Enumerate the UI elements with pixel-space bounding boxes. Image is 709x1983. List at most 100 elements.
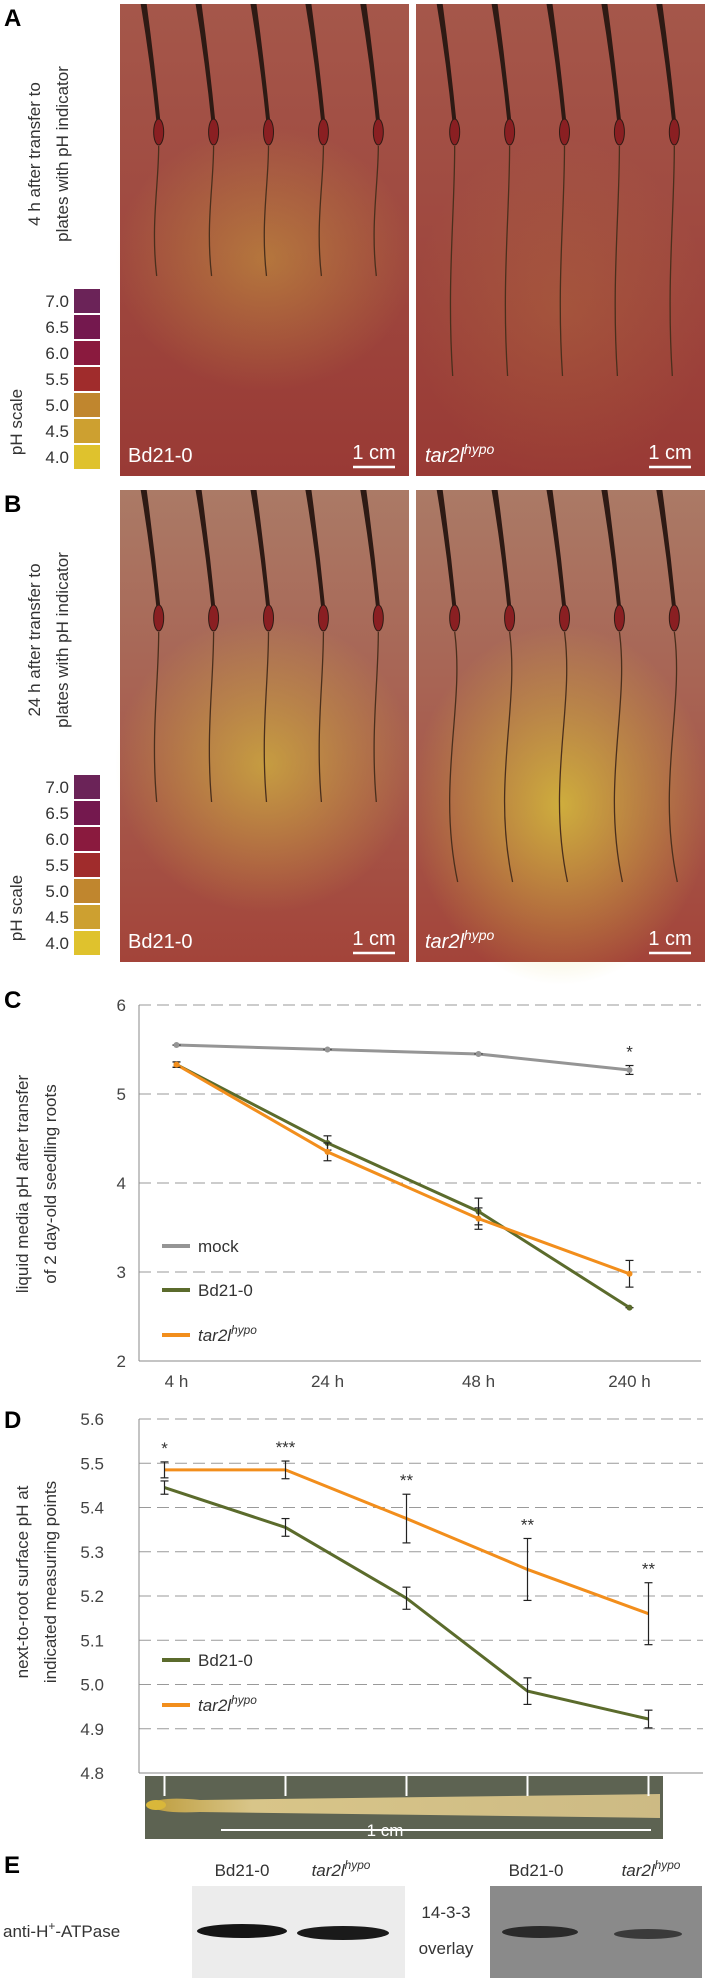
data-point [626, 1270, 633, 1277]
ph-swatch [74, 419, 100, 443]
genotype-label-part: hypo [464, 441, 495, 457]
ph-swatch [74, 315, 100, 339]
seed [613, 118, 625, 146]
seed [449, 118, 461, 146]
x-tick-label: 24 h [311, 1372, 344, 1391]
lane-label: Bd21-0 [215, 1861, 270, 1880]
lane-label-part: tar2l [312, 1861, 346, 1880]
seed [208, 118, 220, 146]
leaf [546, 490, 567, 610]
seed [317, 604, 329, 632]
panel-caption: 24 h after transfer to [25, 563, 44, 716]
y-tick-label: 6 [117, 996, 126, 1015]
leaf [436, 490, 457, 610]
ph-label: 4.0 [45, 448, 69, 467]
leaf [195, 4, 216, 124]
legend-label: mock [198, 1237, 239, 1256]
legend-label: tar2lhypo [198, 1693, 257, 1715]
seed [559, 118, 570, 146]
ph-label: 7.0 [45, 778, 69, 797]
seed [372, 604, 384, 632]
blot-row-label-part: + [48, 1919, 55, 1933]
legend-label-part: hypo [231, 1693, 257, 1707]
y-axis-label: indicated measuring points [41, 1481, 60, 1683]
ph-label: 4.5 [45, 422, 69, 441]
root [558, 631, 569, 883]
y-tick-label: 5.2 [80, 1587, 104, 1606]
photo-panel: A 4 h after transfer to plates with pH ind… [4, 4, 709, 481]
leaf [140, 490, 161, 610]
legend-label-part: Bd21-0 [198, 1651, 253, 1670]
root [504, 145, 511, 377]
genotype-label-part: tar2l [425, 445, 464, 467]
leaf [250, 4, 271, 124]
significance: *** [276, 1438, 296, 1457]
series-line [175, 1063, 631, 1309]
x-tick-label: 4 h [165, 1372, 189, 1391]
ph-swatch [74, 801, 100, 825]
scale-bar-label: 1 cm [352, 928, 395, 950]
leaf [360, 4, 381, 124]
legend-label-part: Bd21-0 [198, 1281, 253, 1300]
root [153, 145, 160, 277]
error-bar [160, 1461, 169, 1479]
seed [613, 604, 625, 632]
lane-label-part: hypo [345, 1858, 371, 1872]
seed [504, 118, 516, 146]
significance: * [626, 1043, 633, 1062]
seed [317, 118, 329, 146]
blot-row-label: anti-H+-ATPase [3, 1919, 120, 1941]
data-point [475, 1215, 482, 1222]
legend-label-part: mock [198, 1237, 239, 1256]
genotype-label-part: hypo [464, 927, 495, 943]
root-shape [150, 1794, 660, 1818]
significance: ** [400, 1471, 414, 1490]
genotype-label: tar2lhypo [425, 441, 494, 467]
blot-row-label-part: -ATPase [55, 1922, 120, 1941]
ph-swatch [74, 367, 100, 391]
seed [449, 604, 461, 632]
panel-letter: B [4, 491, 21, 518]
panel-letter: D [4, 1407, 21, 1434]
series-line [176, 1043, 630, 1072]
leaf [656, 4, 677, 124]
ph-label: 5.0 [45, 882, 69, 901]
y-tick-label: 5.3 [80, 1543, 104, 1562]
x-tick-label: 48 h [462, 1372, 495, 1391]
x-tick-label: 240 h [608, 1372, 651, 1391]
error-bar [644, 1709, 653, 1729]
ph-swatch [74, 393, 100, 417]
leaf [491, 4, 512, 124]
ph-scale-title: pH scale [7, 875, 26, 941]
ph-swatch [74, 905, 100, 929]
seed [208, 604, 220, 632]
ph-swatch [74, 341, 100, 365]
seed [263, 604, 274, 632]
y-tick-label: 4 [117, 1174, 126, 1193]
lane-label: Bd21-0 [509, 1861, 564, 1880]
data-point [626, 1066, 633, 1073]
panel-caption: plates with pH indicator [53, 66, 72, 242]
seed [263, 118, 274, 146]
data-point [324, 1148, 331, 1155]
y-tick-label: 5.1 [80, 1631, 104, 1650]
ph-label: 5.0 [45, 396, 69, 415]
root [373, 631, 379, 803]
leaf [656, 490, 677, 610]
ph-swatch [74, 445, 100, 469]
data-point [475, 1050, 482, 1057]
lane-label: tar2lhypo [312, 1858, 371, 1880]
y-tick-label: 5.6 [80, 1410, 104, 1429]
root [208, 631, 215, 803]
root-tip [146, 1800, 166, 1810]
series-line [175, 1063, 631, 1276]
leaf [140, 4, 161, 124]
legend-label: tar2lhypo [198, 1323, 257, 1345]
leaf [601, 490, 622, 610]
y-tick-label: 5.4 [80, 1499, 104, 1518]
error-bar [523, 1677, 532, 1706]
scale-bar-label: 1 cm [648, 442, 691, 464]
y-tick-label: 2 [117, 1352, 126, 1371]
genotype-label: tar2lhypo [425, 927, 494, 953]
